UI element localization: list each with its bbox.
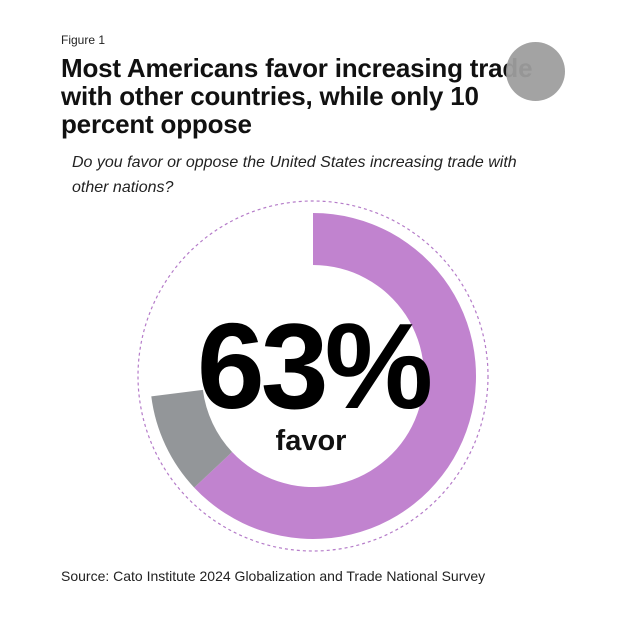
source-note: Source: Cato Institute 2024 Globalizatio… bbox=[61, 568, 486, 584]
donut-slice-favor bbox=[194, 213, 477, 539]
center-label: favor bbox=[276, 425, 347, 457]
figure-label: Figure 1 bbox=[61, 33, 106, 47]
close-button[interactable] bbox=[506, 42, 565, 101]
chart-title: Most Americans favor increasing trade wi… bbox=[61, 53, 533, 139]
chart-subtitle: Do you favor or oppose the United States… bbox=[72, 154, 517, 196]
center-value: 63% bbox=[197, 298, 431, 434]
dashed-outline-ring bbox=[137, 200, 489, 552]
donut-slice-oppose bbox=[151, 389, 233, 488]
